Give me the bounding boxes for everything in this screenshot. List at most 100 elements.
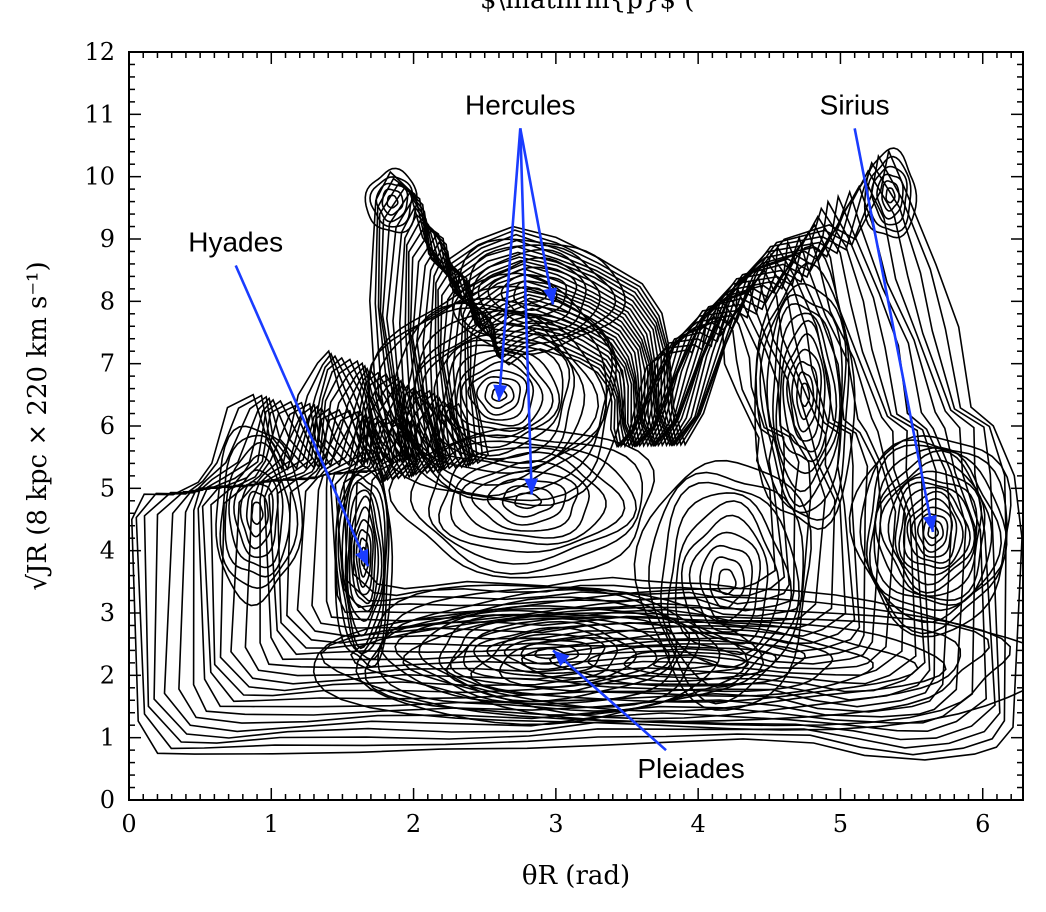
peak-contour <box>438 613 671 696</box>
y-tick-label: 10 <box>84 163 115 191</box>
peak-contour <box>623 650 749 676</box>
peak-contour <box>917 513 949 553</box>
arrowhead <box>524 478 539 495</box>
peak-contour <box>759 282 847 514</box>
y-axis-label: √JR (8 kpc × 220 km s⁻¹) <box>23 261 53 590</box>
peak-contour <box>500 273 568 319</box>
y-tick-label: 9 <box>100 225 115 253</box>
peak-contour <box>375 182 409 223</box>
peak-contour <box>438 446 626 554</box>
annotation-arrow <box>552 649 667 752</box>
peak-contour <box>859 439 1008 635</box>
peak-contour <box>717 568 737 596</box>
outline-contour <box>192 189 967 718</box>
outline-contour <box>352 306 786 597</box>
outline-contour <box>130 148 1023 761</box>
x-tick-label: 2 <box>406 810 421 838</box>
peak-contour <box>381 188 404 216</box>
peak-contour <box>341 473 386 650</box>
peak-contour <box>870 165 908 226</box>
peak-contour <box>224 441 291 578</box>
peak-contour <box>414 322 576 465</box>
outline-contour <box>244 230 906 677</box>
peak-contour <box>660 481 800 689</box>
peak-contour <box>520 631 834 693</box>
peak-contour <box>779 319 832 463</box>
peak-contour <box>887 476 978 594</box>
annotation-label: Hyades <box>188 226 283 257</box>
peak-contour <box>648 471 805 705</box>
arrowhead <box>543 287 557 305</box>
peak-contour <box>364 167 418 234</box>
peak-contour <box>863 147 918 239</box>
peak-contour <box>334 433 394 668</box>
y-tick-label: 8 <box>100 287 115 315</box>
peak-contour <box>470 470 579 532</box>
peak-contour <box>459 244 617 345</box>
peak-contour <box>709 556 746 610</box>
outline-contour <box>263 238 883 665</box>
x-axis-label: θR (rad) <box>522 861 630 891</box>
y-tick-label: 3 <box>100 599 115 627</box>
peak-contour <box>477 256 587 331</box>
annotation-arrow <box>853 128 935 533</box>
annotation-arrow <box>519 128 555 305</box>
peak-contour <box>755 262 850 521</box>
peak-contour <box>754 244 856 531</box>
peak-contour <box>469 248 601 337</box>
peak-contour <box>473 626 619 679</box>
peak-contour <box>348 495 380 613</box>
outline-contour <box>135 153 1007 756</box>
peak-contour <box>445 616 947 713</box>
peak-contour <box>922 518 944 547</box>
y-tick-label: 6 <box>100 412 115 440</box>
outline-contour <box>259 234 897 670</box>
peak-contour <box>782 333 826 453</box>
peak-contour <box>785 348 823 442</box>
peak-contour <box>800 382 811 408</box>
y-tick-label: 5 <box>100 474 115 502</box>
peak-contour <box>486 478 567 526</box>
annotation-label: Sirius <box>820 89 890 120</box>
peak-contour <box>421 333 571 460</box>
peak-contour <box>766 293 843 508</box>
peak-contour <box>501 485 555 518</box>
peak-contour <box>392 302 608 498</box>
peak-contour <box>312 587 1023 731</box>
peak-contour <box>369 176 414 228</box>
outline-contour <box>201 199 937 708</box>
peak-contour <box>460 360 535 427</box>
peak-contour <box>699 544 754 623</box>
y-tick-label: 7 <box>100 350 115 378</box>
peak-contour <box>848 434 1012 638</box>
peak-contour <box>380 596 701 709</box>
peak-contour <box>352 518 374 596</box>
peak-contour <box>386 194 399 209</box>
peak-contour <box>219 434 299 590</box>
peak-contour <box>587 645 777 683</box>
y-tick-label: 4 <box>100 537 115 565</box>
peak-contour <box>470 621 919 703</box>
peak-contour <box>906 497 958 564</box>
peak-contour <box>462 620 637 683</box>
peak-contour <box>228 454 284 569</box>
x-tick-label: 0 <box>121 810 136 838</box>
outline-contour <box>163 177 988 733</box>
peak-contour <box>548 639 807 687</box>
annotation-label: Hercules <box>465 89 575 120</box>
peak-contour <box>894 481 976 586</box>
peak-contour <box>239 480 274 550</box>
annotation-layer: Hyades Hercules Sirius Pleiades <box>188 89 937 784</box>
annotation-arrow <box>234 264 370 567</box>
outline-contour <box>268 244 869 660</box>
peak-contour <box>467 369 528 421</box>
x-tick-label: 1 <box>264 810 279 838</box>
peak-contour <box>346 489 383 622</box>
peak-contour <box>514 492 543 510</box>
peak-contour <box>451 238 627 356</box>
peak-contour <box>350 606 990 723</box>
peak-contour <box>775 312 838 475</box>
peak-contour <box>388 427 656 579</box>
peak-contour <box>795 371 815 421</box>
peak-contour <box>874 459 986 602</box>
